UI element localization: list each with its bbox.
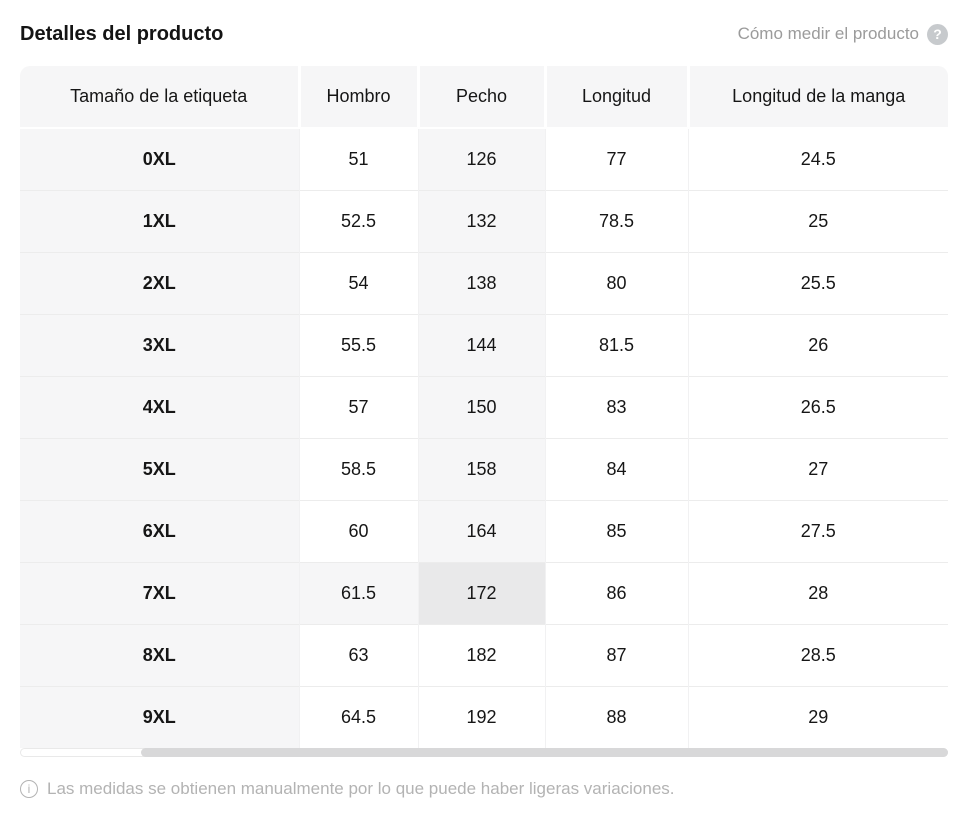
cell-longitud[interactable]: 87 [544, 623, 688, 686]
cell-longitud[interactable]: 84 [544, 437, 688, 500]
disclaimer-text: Las medidas se obtienen manualmente por … [47, 779, 675, 798]
table-row: 3XL 55.5 144 81.5 26 [20, 313, 948, 376]
cell-hombro[interactable]: 63 [298, 623, 418, 686]
cell-longitud[interactable]: 83 [544, 375, 688, 438]
help-icon[interactable]: ? [927, 23, 948, 45]
cell-pecho[interactable]: 192 [417, 685, 545, 748]
cell-manga[interactable]: 25.5 [687, 251, 948, 314]
table-row: 4XL 57 150 83 26.5 [20, 375, 948, 438]
cell-manga[interactable]: 27.5 [687, 499, 948, 562]
cell-manga[interactable]: 29 [687, 685, 948, 748]
cell-hombro[interactable]: 64.5 [298, 685, 418, 748]
table-row: 8XL 63 182 87 28.5 [20, 623, 948, 686]
cell-manga[interactable]: 26 [687, 313, 948, 376]
page-title: Detalles del producto [20, 22, 224, 45]
cell-hombro[interactable]: 61.5 [298, 561, 418, 624]
table-row: 9XL 64.5 192 88 29 [20, 685, 948, 748]
panel-header: Detalles del producto Cómo medir el prod… [20, 16, 948, 52]
column-header-pecho: Pecho [416, 66, 545, 129]
how-to-measure-link[interactable]: Cómo medir el producto ? [737, 23, 948, 45]
horizontal-scrollbar-thumb[interactable] [140, 748, 948, 757]
size-label: 9XL [20, 685, 299, 748]
measurement-disclaimer: i Las medidas se obtienen manualmente po… [20, 779, 948, 799]
size-label: 1XL [20, 189, 299, 252]
size-label: 4XL [20, 375, 299, 438]
size-label: 6XL [20, 499, 299, 562]
cell-hombro[interactable]: 55.5 [298, 313, 418, 376]
size-label: 3XL [20, 313, 299, 376]
horizontal-scrollbar-track[interactable] [20, 748, 948, 757]
size-chart-body: 0XL 51 126 77 24.5 1XL 52.5 132 78.5 25 … [20, 128, 948, 748]
cell-longitud[interactable]: 77 [544, 128, 688, 190]
table-row: 6XL 60 164 85 27.5 [20, 499, 948, 562]
size-label: 8XL [20, 623, 299, 686]
table-row: 5XL 58.5 158 84 27 [20, 437, 948, 500]
cell-hombro[interactable]: 57 [298, 375, 418, 438]
size-chart: Tamaño de la etiqueta Hombro Pecho Longi… [20, 66, 948, 757]
cell-longitud[interactable]: 86 [544, 561, 688, 624]
table-row: 0XL 51 126 77 24.5 [20, 128, 948, 190]
column-header-size: Tamaño de la etiqueta [20, 66, 299, 129]
how-to-measure-label: Cómo medir el producto [737, 24, 919, 43]
cell-manga[interactable]: 28 [687, 561, 948, 624]
column-header-longitud: Longitud [543, 66, 688, 129]
cell-pecho[interactable]: 126 [417, 128, 545, 190]
table-row: 2XL 54 138 80 25.5 [20, 251, 948, 314]
size-label: 0XL [20, 128, 299, 190]
cell-pecho[interactable]: 132 [417, 189, 545, 252]
cell-hombro[interactable]: 54 [298, 251, 418, 314]
cell-hombro[interactable]: 52.5 [298, 189, 418, 252]
cell-manga[interactable]: 26.5 [687, 375, 948, 438]
cell-manga[interactable]: 27 [687, 437, 948, 500]
cell-pecho-selected[interactable]: 172 [417, 561, 545, 624]
cell-pecho[interactable]: 158 [417, 437, 545, 500]
cell-hombro[interactable]: 58.5 [298, 437, 418, 500]
size-label: 7XL [20, 561, 299, 624]
cell-longitud[interactable]: 85 [544, 499, 688, 562]
column-header-hombro: Hombro [297, 66, 418, 129]
cell-manga[interactable]: 24.5 [687, 128, 948, 190]
cell-manga[interactable]: 25 [687, 189, 948, 252]
cell-longitud[interactable]: 81.5 [544, 313, 688, 376]
size-label: 5XL [20, 437, 299, 500]
header-row: Tamaño de la etiqueta Hombro Pecho Longi… [20, 66, 948, 129]
cell-hombro[interactable]: 51 [298, 128, 418, 190]
product-details-panel: Detalles del producto Cómo medir el prod… [20, 16, 948, 799]
cell-pecho[interactable]: 164 [417, 499, 545, 562]
table-row: 1XL 52.5 132 78.5 25 [20, 189, 948, 252]
info-icon: i [20, 780, 38, 798]
cell-longitud[interactable]: 88 [544, 685, 688, 748]
table-row-highlighted: 7XL 61.5 172 86 28 [20, 561, 948, 624]
column-header-manga: Longitud de la manga [686, 66, 948, 129]
cell-pecho[interactable]: 138 [417, 251, 545, 314]
size-chart-table: Tamaño de la etiqueta Hombro Pecho Longi… [20, 66, 948, 748]
size-chart-header: Tamaño de la etiqueta Hombro Pecho Longi… [20, 66, 948, 129]
cell-longitud[interactable]: 80 [544, 251, 688, 314]
cell-pecho[interactable]: 144 [417, 313, 545, 376]
cell-pecho[interactable]: 182 [417, 623, 545, 686]
cell-manga[interactable]: 28.5 [687, 623, 948, 686]
cell-pecho[interactable]: 150 [417, 375, 545, 438]
size-label: 2XL [20, 251, 299, 314]
cell-hombro[interactable]: 60 [298, 499, 418, 562]
cell-longitud[interactable]: 78.5 [544, 189, 688, 252]
